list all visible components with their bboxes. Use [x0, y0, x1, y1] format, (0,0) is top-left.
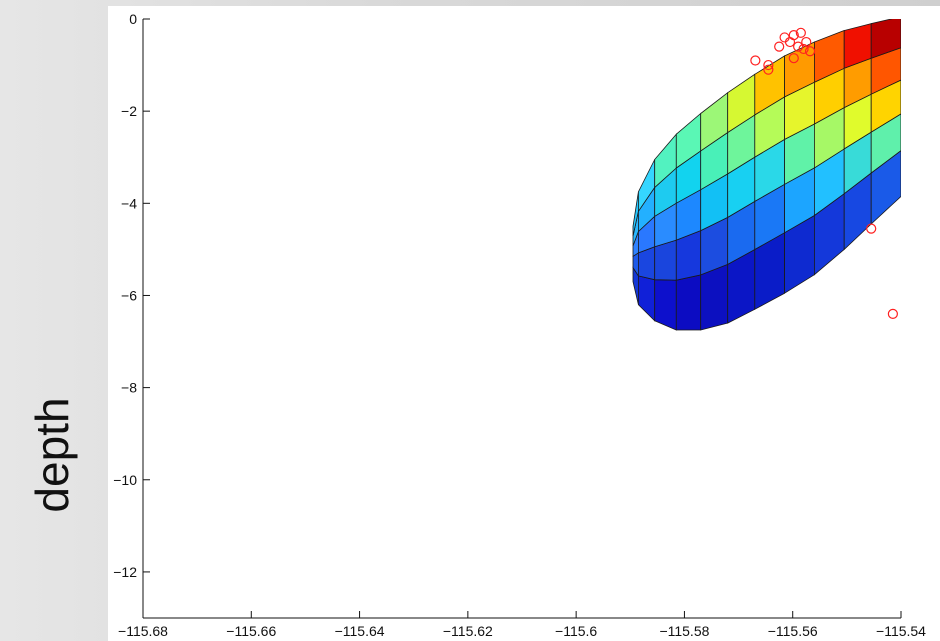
data-point	[798, 43, 809, 55]
x-tick-label: −115.66	[226, 623, 276, 639]
y-tick-label: −10	[113, 472, 137, 488]
data-point	[887, 308, 898, 319]
y-tick-label: 0	[129, 11, 137, 27]
axes	[142, 19, 901, 619]
data-point	[801, 36, 812, 48]
mesh-cell	[870, 19, 901, 59]
data-point	[788, 53, 799, 64]
data-point	[784, 36, 796, 48]
y-tick-label: −2	[121, 103, 137, 119]
ellipsoid-surface	[632, 19, 901, 331]
mesh-cell	[638, 275, 656, 322]
data-point	[750, 55, 761, 66]
data-point	[779, 32, 790, 43]
mesh-cell	[870, 47, 901, 95]
y-tick-label: −8	[121, 380, 137, 396]
mesh-cell	[870, 150, 901, 225]
x-tick-label: −115.54	[876, 623, 926, 639]
x-tick-label: −115.64	[335, 623, 385, 639]
mesh-cell	[675, 274, 702, 331]
y-tick-label: −6	[121, 287, 137, 303]
ticks: −115.68 −115.66 −115.64 −115.62 −115.6 −115.5…	[113, 11, 926, 639]
mesh-cell	[870, 79, 901, 133]
x-tick-label: −115.62	[443, 623, 493, 639]
data-point	[804, 46, 816, 57]
data-point	[763, 59, 774, 71]
y-tick-label: −12	[113, 564, 137, 580]
mesh-cell	[870, 113, 901, 174]
data-point	[793, 41, 804, 52]
x-tick-label: −115.56	[768, 623, 818, 639]
x-tick-label: −115.68	[118, 623, 168, 639]
mesh-cell	[700, 263, 729, 331]
data-point	[788, 30, 799, 41]
mesh-cell	[654, 279, 677, 331]
data-point	[866, 223, 877, 234]
event-points	[750, 27, 898, 319]
data-point	[774, 41, 785, 52]
x-tick-label: −115.58	[659, 623, 709, 639]
data-point	[763, 64, 774, 75]
data-point	[795, 27, 806, 38]
y-tick-label: −4	[121, 195, 137, 211]
x-tick-label: −115.6	[555, 623, 597, 639]
